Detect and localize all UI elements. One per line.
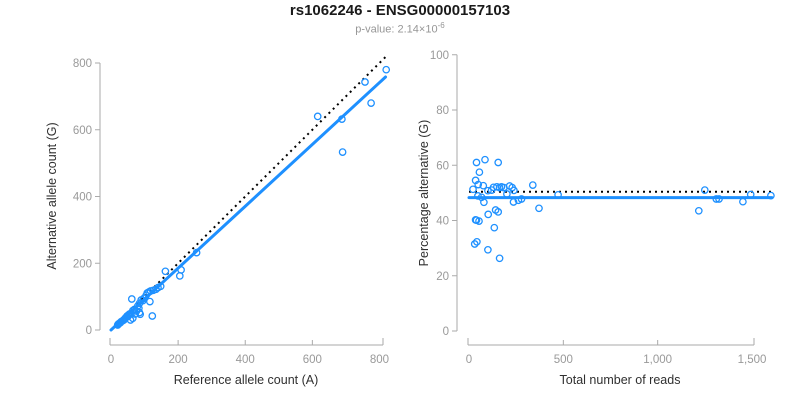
data-point	[503, 190, 511, 198]
y-axis-title: Percentage alternative (G)	[417, 120, 431, 267]
data-point	[480, 198, 488, 207]
data-point	[528, 181, 537, 189]
data-point	[487, 186, 496, 194]
data-point	[484, 210, 493, 219]
identity-dotted-line	[110, 55, 387, 331]
data-point	[313, 112, 322, 121]
data-point	[148, 312, 157, 320]
x-tick-label: 400	[236, 354, 255, 366]
y-tick-label: 0	[443, 326, 449, 338]
data-point	[177, 266, 185, 274]
y-axis-title: Alternative allele count (G)	[45, 122, 59, 269]
data-point	[126, 316, 135, 324]
regression-line	[109, 75, 388, 332]
data-point	[510, 186, 518, 195]
points-layer	[469, 155, 775, 263]
x-axis-title: Reference allele count (A)	[174, 373, 319, 387]
data-point	[469, 185, 477, 194]
data-point	[382, 65, 391, 74]
data-point	[495, 254, 504, 263]
data-point	[127, 295, 136, 303]
data-point	[767, 191, 775, 200]
data-point	[473, 237, 481, 246]
y-axis	[95, 62, 101, 331]
x-tick-label: 600	[303, 354, 322, 366]
x-tick-label: 200	[169, 354, 188, 366]
data-point	[136, 310, 145, 319]
data-point	[474, 180, 483, 189]
x-axis-title: Total number of reads	[560, 373, 681, 387]
x-tick-label: 500	[554, 354, 573, 366]
y-tick-label: 0	[86, 325, 92, 337]
data-point	[161, 267, 170, 276]
x-tick-label: 0	[466, 354, 472, 366]
data-point	[479, 181, 488, 190]
x-tick-label: 0	[108, 354, 114, 366]
x-tick-label: 1,500	[738, 354, 767, 366]
chart-header: rs1062246 - ENSG00000157103 p-value: 2.1…	[0, 2, 800, 37]
y-tick-label: 80	[436, 105, 449, 117]
data-point	[484, 186, 492, 195]
right-plot: 0 500 1,000 1,500 0 20 40 60 80 100 Total number o…	[417, 50, 775, 387]
x-axis	[109, 338, 384, 346]
data-point	[338, 115, 346, 123]
data-point	[146, 297, 154, 306]
data-point	[694, 206, 703, 215]
x-tick-label: 1,000	[643, 354, 672, 366]
y-tick-label: 20	[436, 271, 449, 283]
y-tick-label: 40	[436, 216, 449, 228]
x-axis	[467, 338, 755, 346]
data-point	[494, 158, 503, 167]
data-point	[338, 148, 347, 156]
data-point	[712, 195, 721, 203]
data-point	[472, 216, 481, 225]
y-tick-label: 60	[436, 160, 449, 172]
data-point	[175, 272, 184, 280]
data-point	[491, 206, 500, 214]
pvalue-text: p-value: 2.14×10	[355, 23, 438, 36]
data-point	[554, 190, 562, 199]
y-axis	[452, 54, 458, 332]
pvalue-exponent: -6	[437, 21, 445, 30]
data-point	[715, 195, 723, 203]
data-point	[481, 155, 489, 164]
data-point	[361, 78, 369, 86]
y-tick-label: 400	[73, 192, 92, 204]
data-point	[490, 223, 499, 232]
y-tick-label: 800	[73, 58, 92, 70]
left-plot: 0 200 400 600 800 0 200 400 600 800 Reference alle…	[45, 55, 391, 387]
points-layer	[113, 65, 391, 329]
y-tick-label: 600	[73, 125, 92, 137]
data-point	[700, 186, 709, 194]
data-point	[746, 190, 755, 199]
data-point	[739, 197, 747, 206]
data-point	[472, 158, 481, 167]
y-tick-label: 100	[430, 50, 449, 62]
data-point	[367, 99, 375, 107]
data-point	[470, 240, 479, 248]
data-point	[192, 248, 201, 257]
page-title: rs1062246 - ENSG00000157103	[289, 2, 511, 19]
data-point	[509, 198, 518, 206]
data-point	[484, 245, 492, 254]
data-point	[517, 195, 526, 203]
data-point	[113, 321, 122, 329]
x-tick-label: 800	[370, 354, 389, 366]
pvalue-subtitle: p-value: 2.14×10-6	[0, 19, 800, 37]
data-point	[475, 168, 484, 177]
data-point	[474, 192, 482, 200]
y-tick-label: 200	[73, 258, 92, 270]
data-point	[535, 204, 543, 213]
